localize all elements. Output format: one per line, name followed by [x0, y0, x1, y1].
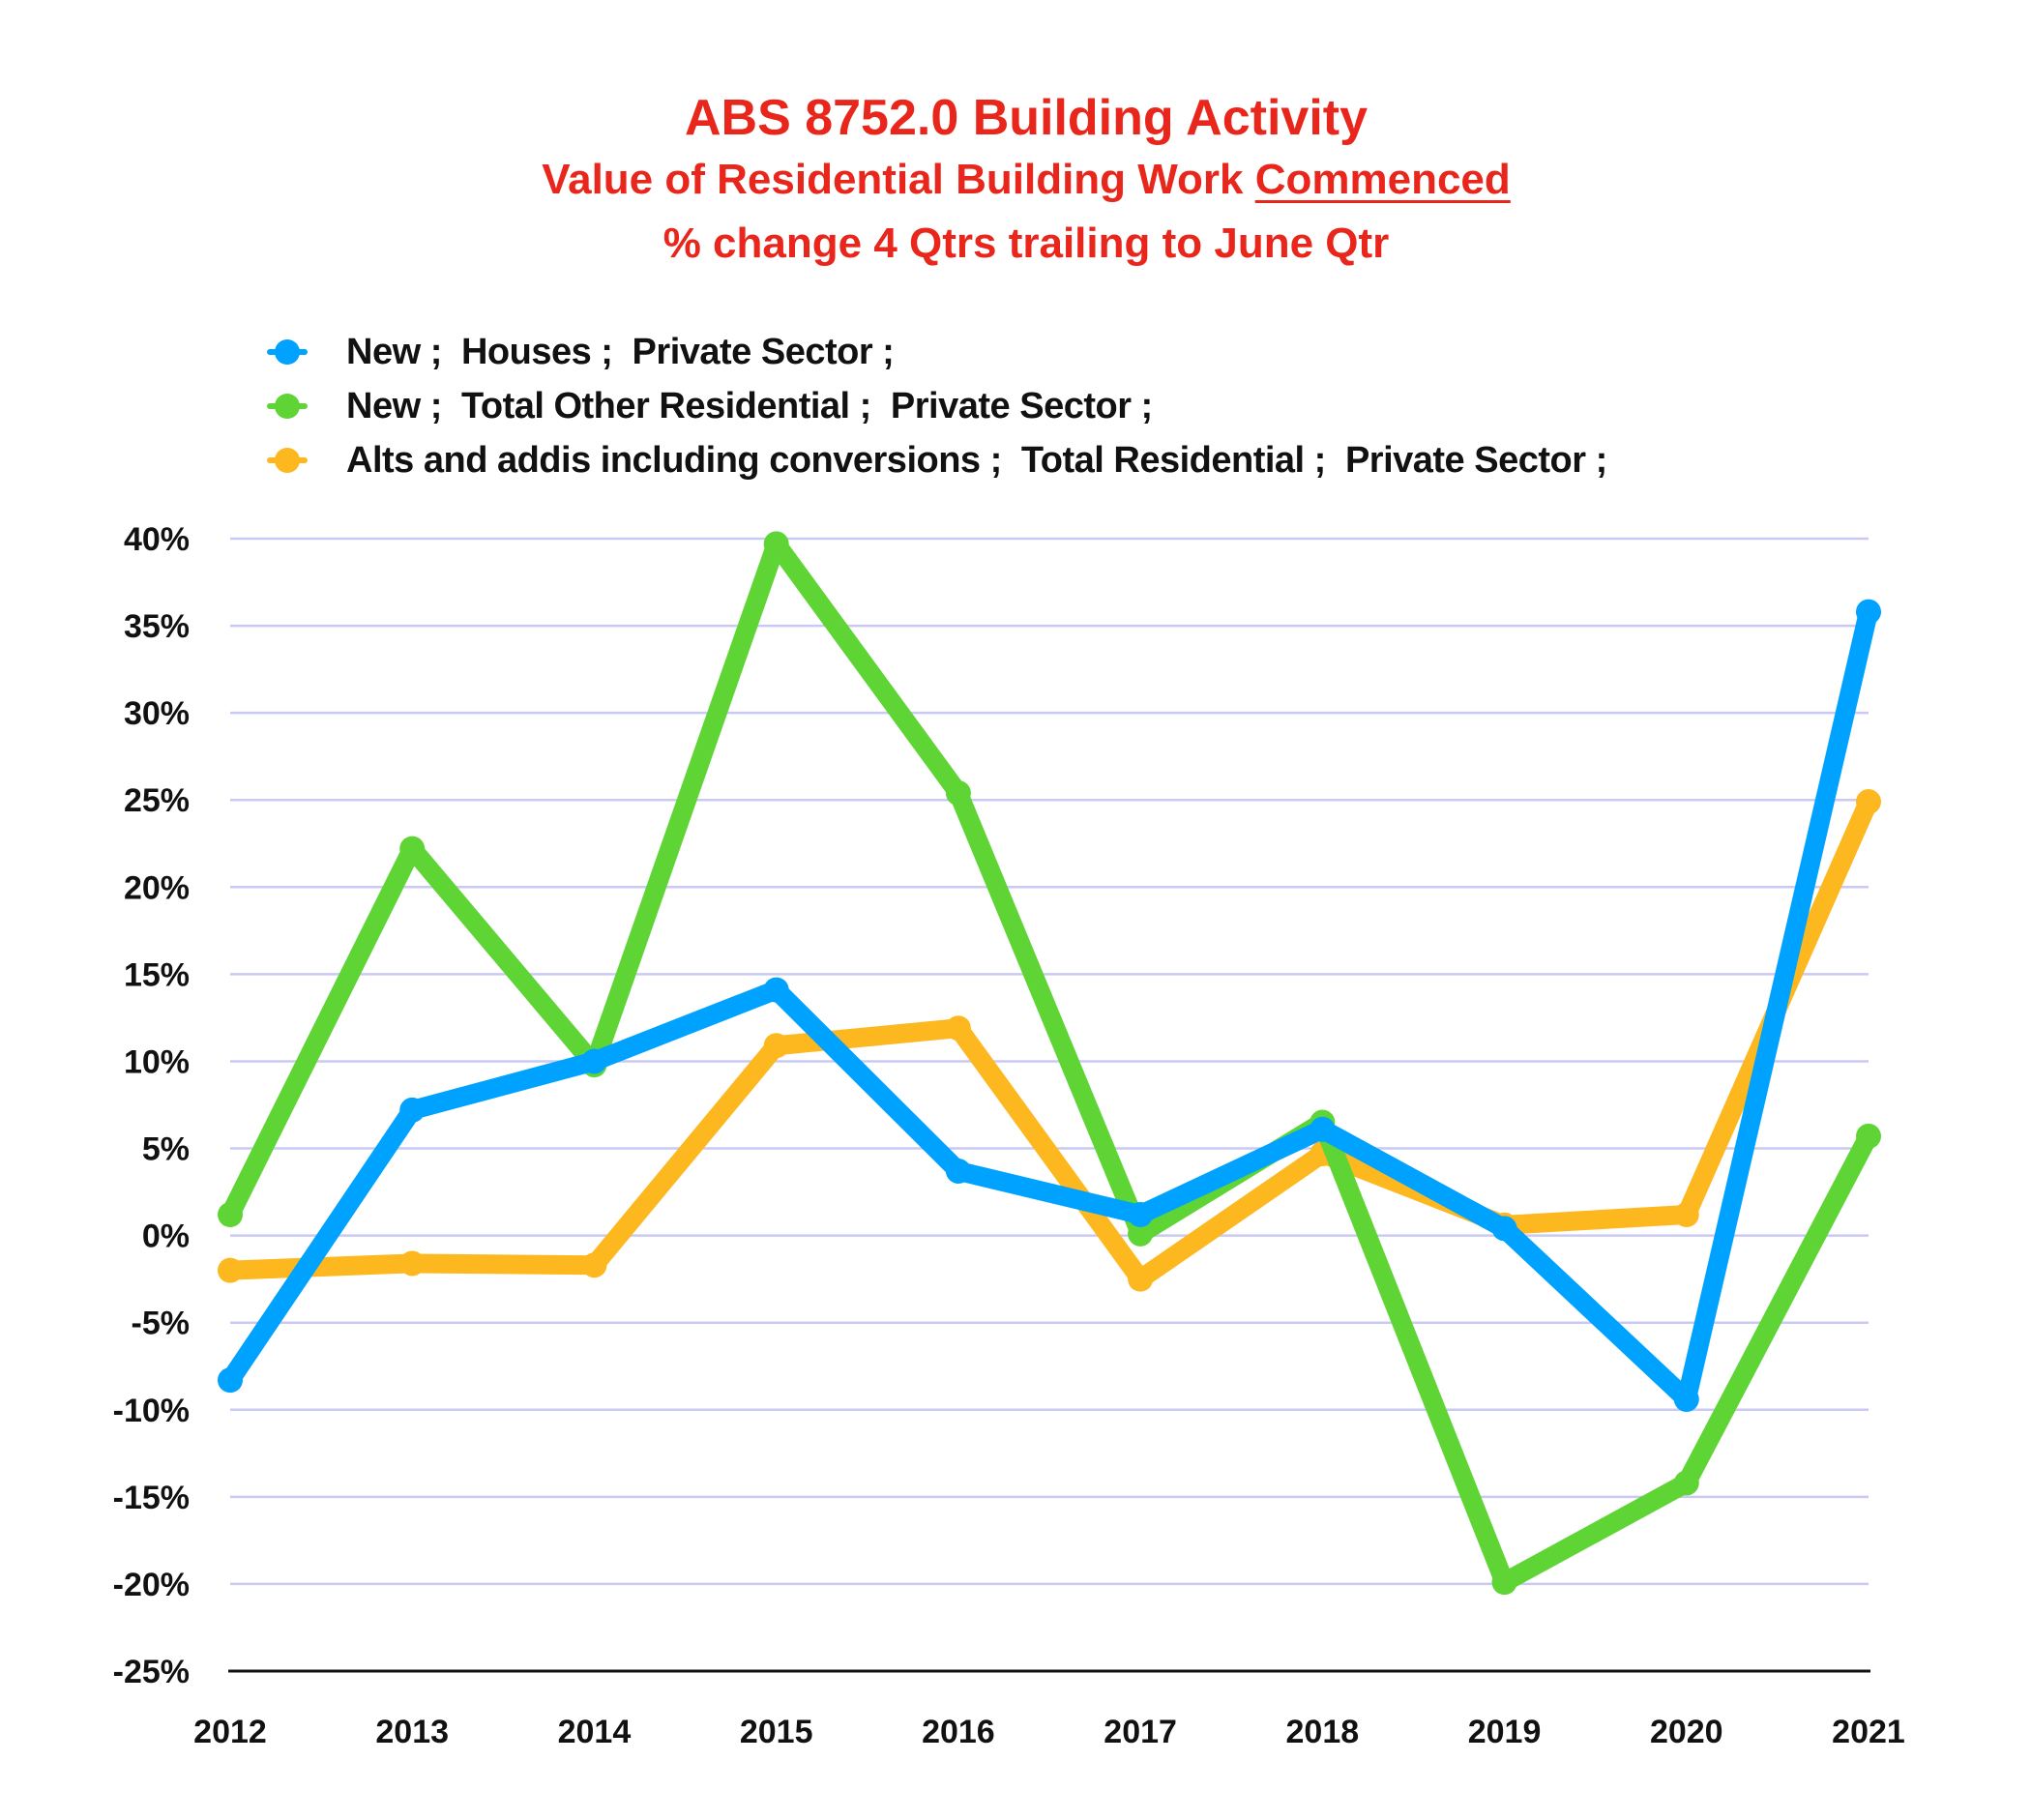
data-point [1856, 1123, 1881, 1149]
legend-label: New ; Houses ; Private Sector ; [346, 331, 895, 372]
legend-dot-icon [275, 448, 300, 473]
x-tick-label: 2019 [1468, 1714, 1542, 1750]
data-point [945, 1015, 971, 1042]
data-point [1491, 1570, 1517, 1596]
data-point [763, 1033, 789, 1059]
data-point [1128, 1266, 1154, 1292]
x-tick-label: 2017 [1104, 1714, 1177, 1750]
data-point [1856, 789, 1881, 815]
legend-label: Alts and addis including conversions ; T… [346, 439, 1607, 481]
y-tick-label: 10% [124, 1043, 190, 1080]
legend-item-other-residential: New ; Total Other Residential ; Private … [267, 379, 1607, 433]
data-point [399, 1250, 426, 1277]
series-2 [218, 789, 1881, 1292]
legend: New ; Houses ; Private Sector ; New ; To… [267, 325, 1607, 487]
y-tick-label: 30% [124, 695, 190, 732]
chart-subtitle-2: % change 4 Qtrs trailing to June Qtr [662, 220, 1390, 267]
x-tick-label: 2016 [922, 1714, 995, 1750]
y-tick-label: 15% [124, 956, 190, 993]
data-point [1310, 1116, 1336, 1142]
series-1 [218, 531, 1881, 1596]
x-tick-label: 2020 [1650, 1714, 1723, 1750]
legend-item-houses: New ; Houses ; Private Sector ; [267, 325, 1607, 379]
legend-marker-icon [267, 393, 308, 420]
series-line [221, 534, 1878, 1593]
data-point [399, 1097, 426, 1123]
y-tick-label: -5% [132, 1306, 190, 1342]
y-tick-label: 40% [124, 521, 190, 558]
data-point [218, 1367, 243, 1394]
chart-subtitle-text: Value of Residential Building Work [542, 156, 1244, 203]
data-point [1491, 1216, 1517, 1242]
series-lines [218, 531, 1881, 1596]
chart-title: ABS 8752.0 Building Activity [684, 90, 1369, 146]
y-tick-label: -25% [113, 1654, 190, 1690]
data-point [218, 1257, 243, 1283]
legend-dot-icon [275, 339, 300, 365]
series-line [221, 602, 1878, 1409]
data-point [581, 1048, 607, 1074]
series-line [221, 792, 1878, 1289]
series-0 [218, 599, 1881, 1412]
legend-marker-icon [267, 338, 308, 366]
y-tick-label: 5% [142, 1131, 190, 1168]
y-tick-label: -15% [113, 1480, 190, 1516]
data-point [1856, 599, 1881, 625]
chart-subtitle: Value of Residential Building Work Comme… [0, 153, 2031, 207]
data-point [399, 836, 426, 862]
data-point [945, 780, 971, 807]
data-point [1128, 1220, 1154, 1247]
data-point [218, 1201, 243, 1227]
x-tick-label: 2014 [558, 1714, 632, 1750]
y-tick-label: 20% [124, 869, 190, 906]
x-tick-label: 2015 [740, 1714, 813, 1750]
x-tick-label: 2012 [193, 1714, 267, 1750]
y-tick-label: -20% [113, 1567, 190, 1603]
y-axis-ticks: 40% 35% 30% 25% 20% 15% 10% 5% 0% -5% -10% -15% -20%… [113, 521, 190, 1690]
chart-subtitle-emphasis: Commenced [1254, 156, 1511, 203]
data-point [1673, 1470, 1699, 1496]
data-point [1128, 1201, 1154, 1227]
legend-marker-icon [267, 447, 308, 474]
x-tick-label: 2018 [1286, 1714, 1360, 1750]
legend-item-alts-addis: Alts and addis including conversions ; T… [267, 433, 1607, 487]
data-point [1673, 1386, 1699, 1412]
legend-dot-icon [275, 394, 300, 419]
data-point [763, 977, 789, 1003]
x-tick-label: 2013 [375, 1714, 449, 1750]
x-axis: 2012 2013 2014 2015 2016 2017 2018 2019 2020 2021 [193, 1669, 1905, 1750]
data-point [1673, 1201, 1699, 1227]
gridlines [230, 537, 1869, 1586]
data-point [581, 1252, 607, 1278]
y-tick-label: 35% [124, 608, 190, 645]
x-tick-label: 2021 [1832, 1714, 1905, 1750]
y-tick-label: 0% [142, 1218, 190, 1255]
data-point [945, 1158, 971, 1184]
data-point [763, 531, 789, 557]
y-tick-label: -10% [113, 1393, 190, 1429]
y-tick-label: 25% [124, 782, 190, 819]
legend-label: New ; Total Other Residential ; Private … [346, 385, 1153, 426]
